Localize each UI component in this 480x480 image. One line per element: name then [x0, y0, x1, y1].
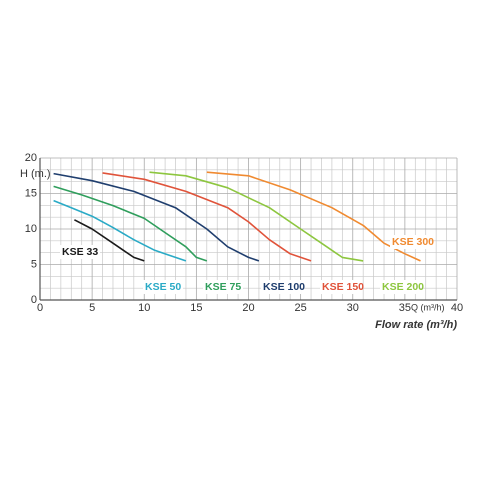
x-tick-label: 15 [190, 302, 202, 314]
label-bg [261, 280, 301, 294]
x-tick-label: 5 [89, 302, 95, 314]
curve [53, 172, 260, 262]
y-tick-label: 20 [25, 152, 37, 164]
curve [74, 219, 145, 262]
y-tick-label: 5 [31, 258, 37, 270]
series-label: KSE 33 [62, 246, 98, 258]
x-axis-label: Flow rate (m³/h) [375, 319, 457, 331]
y-axis-label: H (m.) [20, 168, 51, 180]
y-tick-label: 15 [25, 187, 37, 199]
curve [53, 199, 187, 262]
x-tick-label: 20 [242, 302, 254, 314]
x-tick-label: 25 [295, 302, 307, 314]
curve [102, 172, 312, 262]
x-tick-label: 40 [451, 302, 463, 314]
y-tick-label: 0 [31, 294, 37, 306]
x-tick-label: 0 [37, 302, 43, 314]
series-label: KSE 75 [205, 281, 241, 293]
series-label: KSE 150 [322, 281, 364, 293]
x-tick-label: 30 [347, 302, 359, 314]
label-bg [203, 280, 243, 294]
label-bg [380, 280, 420, 294]
curve [206, 171, 421, 262]
label-bg [390, 235, 430, 249]
series-label: KSE 100 [263, 281, 305, 293]
label-bg [320, 280, 360, 294]
curve [53, 185, 208, 262]
series-label: KSE 200 [382, 281, 424, 293]
series-label: KSE 300 [392, 236, 434, 248]
x-unit-label: Q (m³/h) [411, 302, 445, 312]
x-tick-label: 10 [138, 302, 150, 314]
y-tick-label: 10 [25, 223, 37, 235]
series-label: KSE 50 [145, 281, 181, 293]
curve [149, 171, 364, 262]
x-tick-label: 35 [399, 302, 411, 314]
label-bg [60, 245, 100, 259]
label-bg [143, 280, 183, 294]
